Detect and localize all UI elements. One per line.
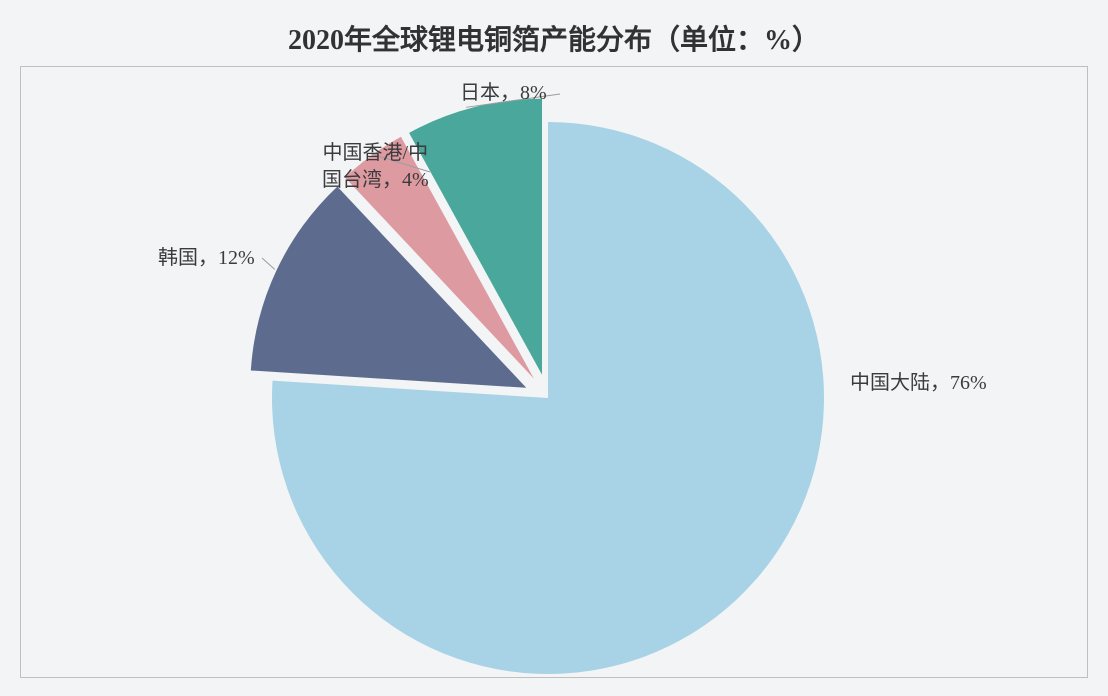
slice-label: 日本，8% [460, 80, 547, 107]
slice-label: 中国香港/中 国台湾，4% [322, 140, 429, 194]
slice-label: 中国大陆，76% [850, 370, 987, 397]
slice-label: 韩国，12% [158, 245, 255, 272]
pie-canvas [0, 0, 1108, 696]
pie-svg [0, 0, 1108, 696]
pie-chart: 2020年全球锂电铜箔产能分布（单位：%） 中国大陆，76%韩国，12%中国香港… [0, 0, 1108, 696]
leader-line [262, 258, 275, 269]
pie-slice-中国大陆 [272, 122, 824, 674]
